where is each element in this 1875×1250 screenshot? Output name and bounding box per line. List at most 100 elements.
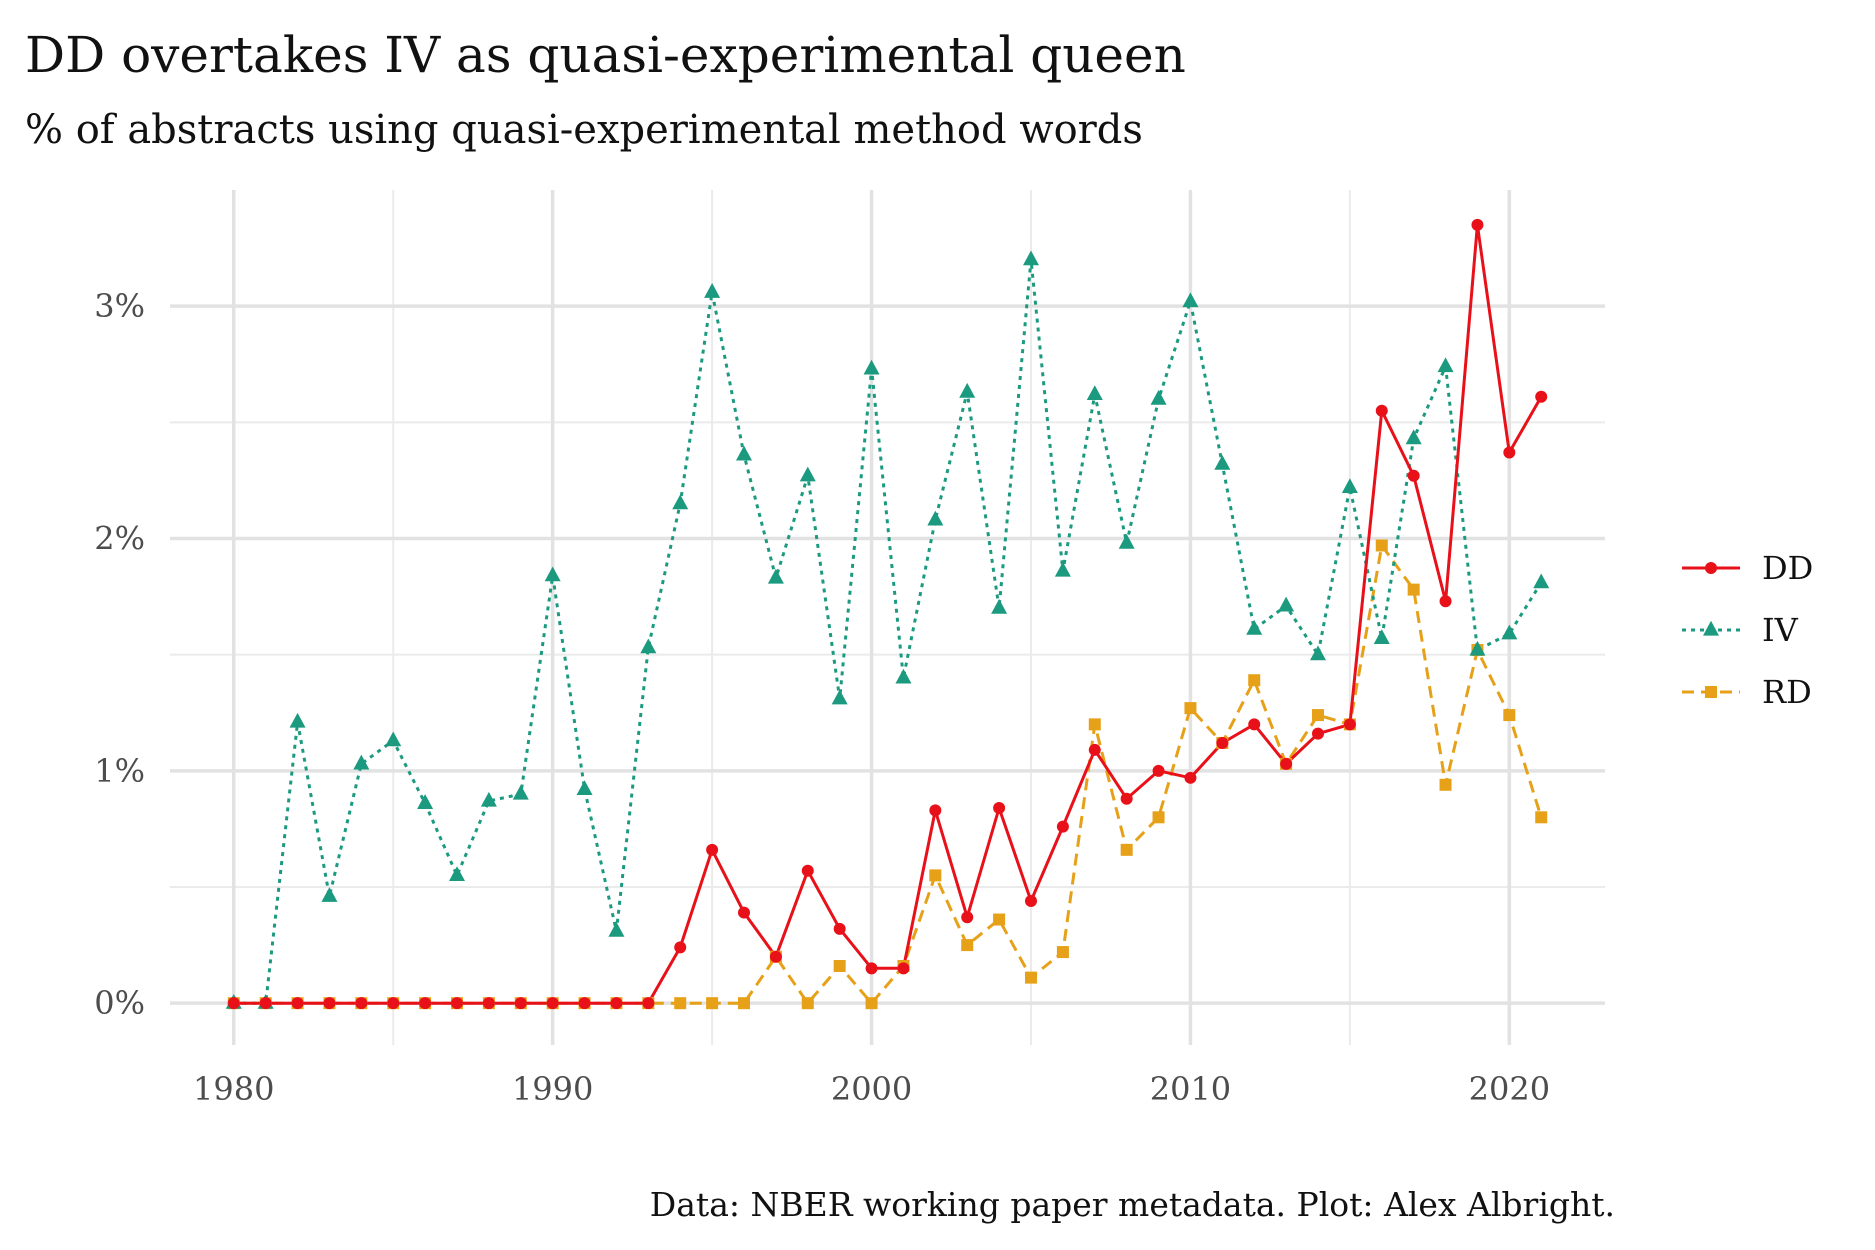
- data-point-iv: [704, 283, 721, 298]
- data-point-rd: [1088, 718, 1101, 731]
- legend: DD IV RD: [1682, 549, 1813, 711]
- data-point-dd: [578, 997, 591, 1010]
- data-point-dd: [546, 997, 559, 1010]
- data-point-rd: [738, 997, 750, 1010]
- data-point-dd: [1248, 718, 1261, 731]
- data-point-iv: [863, 359, 880, 375]
- data-point-dd: [610, 997, 623, 1010]
- data-point-dd: [1471, 218, 1484, 231]
- data-point-dd: [1280, 757, 1293, 770]
- data-point-dd: [291, 997, 304, 1010]
- data-point-iv: [1086, 385, 1103, 401]
- data-point-iv: [1533, 573, 1550, 589]
- data-point-iv: [1310, 645, 1326, 661]
- data-point-dd: [1407, 469, 1420, 482]
- legend-label-iv: IV: [1762, 611, 1799, 649]
- data-point-rd: [1312, 709, 1324, 722]
- data-point-dd: [865, 962, 878, 975]
- data-point-iv: [512, 784, 529, 800]
- data-point-iv: [1469, 640, 1486, 656]
- data-point-iv: [1054, 561, 1071, 577]
- data-point-iv: [1214, 454, 1231, 470]
- x-tick-label: 2000: [831, 1070, 912, 1108]
- chart-subtitle: % of abstracts using quasi-experimental …: [25, 107, 1143, 153]
- data-point-dd: [419, 997, 432, 1010]
- data-point-dd: [1439, 595, 1452, 608]
- data-point-iv: [1182, 292, 1199, 308]
- data-point-dd: [1343, 718, 1356, 731]
- series-points: [225, 218, 1550, 1010]
- data-point-iv: [449, 866, 465, 881]
- data-point-iv: [1437, 357, 1454, 373]
- data-point-dd: [1535, 390, 1548, 403]
- data-point-iv: [799, 466, 816, 482]
- data-point-rd: [1375, 539, 1388, 552]
- data-point-dd: [259, 997, 272, 1010]
- data-point-rd: [674, 997, 687, 1010]
- data-point-rd: [1184, 702, 1197, 715]
- data-point-dd: [1120, 792, 1133, 805]
- data-point-dd: [1088, 743, 1101, 756]
- data-point-iv: [1118, 533, 1135, 549]
- data-point-dd: [674, 941, 687, 954]
- data-point-rd: [1248, 674, 1261, 687]
- y-tick-label: 3%: [94, 287, 145, 325]
- data-point-dd: [1312, 727, 1324, 740]
- data-point-dd: [769, 950, 782, 963]
- data-point-rd: [833, 960, 846, 973]
- data-point-iv: [1246, 619, 1263, 635]
- data-point-iv: [831, 689, 848, 705]
- data-point-dd: [833, 922, 846, 935]
- data-point-iv: [1023, 250, 1039, 266]
- x-tick-label: 2020: [1469, 1070, 1550, 1108]
- data-point-iv: [1373, 629, 1390, 645]
- data-point-iv: [385, 731, 402, 747]
- x-tick-label: 2010: [1150, 1070, 1231, 1108]
- data-point-dd: [1216, 736, 1229, 749]
- x-tick-label: 1980: [193, 1070, 274, 1108]
- series-line-iv: [233, 258, 1543, 1005]
- data-point-iv: [321, 887, 338, 902]
- data-point-iv: [353, 754, 370, 770]
- data-point-iv: [608, 921, 625, 937]
- chart-title: DD overtakes IV as quasi-experimental qu…: [25, 26, 1186, 84]
- x-axis: 1980 1990 2000 2010 2020: [193, 1070, 1550, 1108]
- data-point-dd: [738, 906, 750, 919]
- data-point-iv: [1341, 478, 1358, 493]
- data-point-rd: [1439, 778, 1452, 791]
- data-point-dd: [801, 864, 814, 877]
- grid-lines: [170, 190, 1605, 1045]
- data-point-iv: [672, 494, 689, 510]
- data-point-rd: [706, 997, 719, 1010]
- data-point-dd: [1056, 820, 1069, 833]
- data-point-iv: [895, 668, 912, 684]
- data-point-iv: [927, 510, 944, 526]
- y-tick-label: 0%: [94, 984, 145, 1022]
- data-point-dd: [1025, 894, 1037, 907]
- data-point-dd: [897, 962, 910, 975]
- y-tick-label: 1%: [94, 752, 145, 790]
- legend-key-marker-rd: [1705, 686, 1717, 698]
- data-point-rd: [961, 939, 974, 952]
- legend-key-marker-dd: [1705, 562, 1717, 574]
- data-point-iv: [991, 599, 1008, 614]
- data-point-dd: [929, 804, 942, 817]
- data-point-dd: [1152, 764, 1165, 777]
- data-point-iv: [289, 712, 306, 728]
- data-point-dd: [993, 802, 1006, 815]
- data-point-iv: [417, 794, 434, 809]
- data-point-dd: [482, 997, 495, 1010]
- data-point-iv: [544, 566, 561, 582]
- data-point-iv: [959, 382, 976, 398]
- data-point-dd: [387, 997, 400, 1010]
- data-point-rd: [1407, 583, 1420, 596]
- chart-caption: Data: NBER working paper metadata. Plot:…: [649, 1185, 1615, 1224]
- series-line-rd: [233, 544, 1543, 1005]
- data-point-dd: [1503, 446, 1516, 459]
- data-point-iv: [576, 780, 593, 796]
- data-point-rd: [1535, 811, 1548, 824]
- data-point-dd: [642, 997, 655, 1010]
- legend-label-rd: RD: [1762, 673, 1812, 711]
- legend-key-marker-iv: [1703, 620, 1719, 636]
